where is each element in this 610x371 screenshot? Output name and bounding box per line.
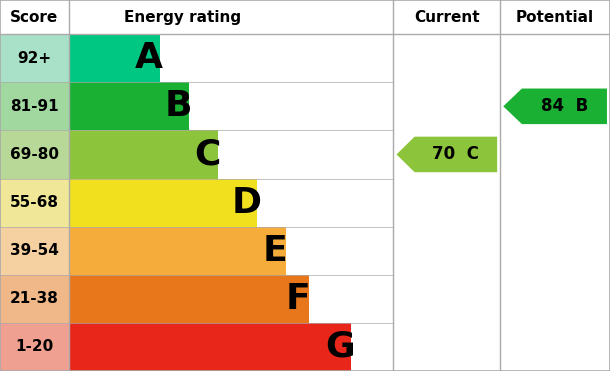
- Bar: [0, 82, 69, 130]
- Bar: [0, 323, 69, 371]
- Text: 92+: 92+: [18, 51, 51, 66]
- Text: B: B: [164, 89, 192, 123]
- Bar: [0, 130, 69, 178]
- Bar: [69, 130, 218, 178]
- Text: C: C: [194, 137, 220, 171]
- Bar: [0, 178, 69, 227]
- Text: Energy rating: Energy rating: [124, 10, 241, 24]
- Text: E: E: [263, 234, 288, 268]
- Text: 70  C: 70 C: [432, 145, 479, 164]
- Text: Current: Current: [414, 10, 479, 24]
- Polygon shape: [503, 89, 607, 124]
- Bar: [0, 227, 69, 275]
- Text: G: G: [326, 330, 355, 364]
- Bar: [69, 178, 257, 227]
- Bar: [69, 323, 351, 371]
- Text: 81-91: 81-91: [10, 99, 59, 114]
- Bar: [0, 34, 69, 82]
- Text: 69-80: 69-80: [10, 147, 59, 162]
- Text: Potential: Potential: [516, 10, 594, 24]
- Text: 21-38: 21-38: [10, 291, 59, 306]
- Text: Score: Score: [10, 10, 59, 24]
- Text: D: D: [231, 186, 261, 220]
- Bar: [69, 227, 286, 275]
- Text: F: F: [285, 282, 310, 316]
- Bar: [69, 82, 189, 130]
- Text: A: A: [135, 41, 163, 75]
- Bar: [69, 275, 309, 323]
- Bar: [69, 34, 160, 82]
- Text: 84  B: 84 B: [541, 97, 588, 115]
- Polygon shape: [396, 137, 497, 172]
- Text: 1-20: 1-20: [15, 339, 54, 354]
- Text: 55-68: 55-68: [10, 195, 59, 210]
- Text: 39-54: 39-54: [10, 243, 59, 258]
- Bar: [0, 275, 69, 323]
